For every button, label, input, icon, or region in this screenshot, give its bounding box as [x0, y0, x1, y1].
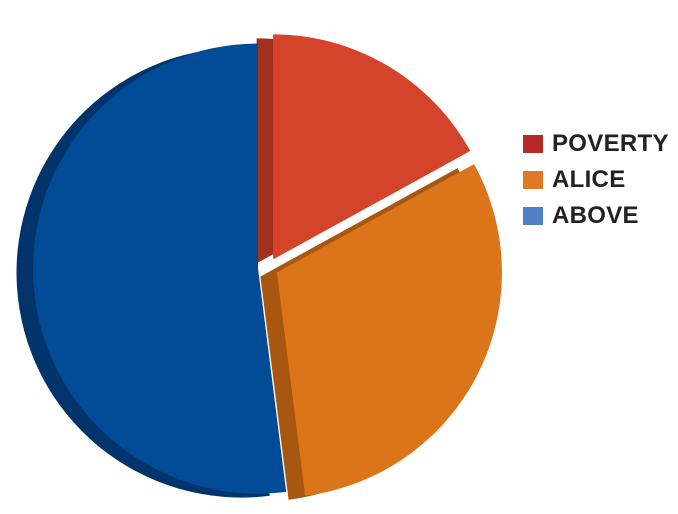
pie-slice-above: [33, 43, 287, 494]
legend-label-poverty: POVERTY: [552, 130, 669, 157]
legend-label-alice: ALICE: [552, 166, 626, 193]
legend-label-above: ABOVE: [552, 202, 639, 229]
legend-swatch-alice: [523, 171, 543, 189]
legend-swatch-poverty: [523, 135, 543, 153]
legend-item-above: ABOVE: [523, 198, 669, 234]
legend-swatch-above: [523, 207, 543, 225]
pie-slice-poverty: [273, 34, 471, 260]
legend-item-poverty: POVERTY: [523, 126, 669, 162]
pie-slice-alice: [276, 164, 502, 496]
legend-item-alice: ALICE: [523, 162, 669, 198]
legend: POVERTY ALICE ABOVE: [523, 126, 669, 234]
